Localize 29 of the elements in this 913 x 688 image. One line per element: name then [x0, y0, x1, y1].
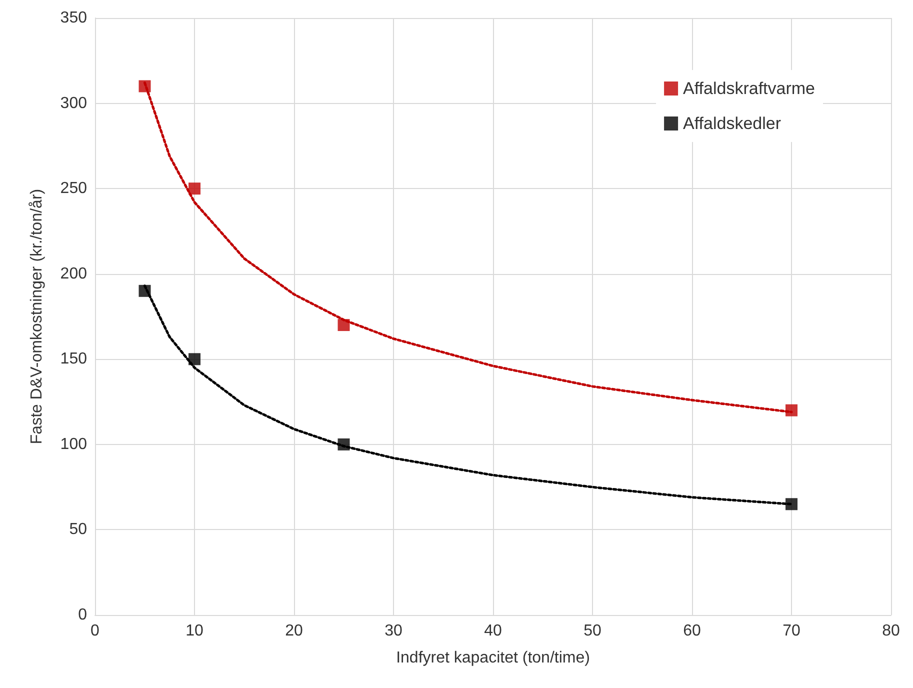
legend-label: Affaldskraftvarme	[683, 79, 816, 98]
x-tick-label: 40	[484, 622, 502, 640]
x-tick-label: 60	[683, 622, 701, 640]
x-tick-label: 0	[90, 622, 100, 640]
point	[786, 404, 798, 416]
y-tick-label: 150	[60, 350, 88, 368]
legend-label: Affaldskedler	[683, 114, 782, 133]
point	[188, 353, 200, 366]
point	[138, 80, 151, 92]
point	[338, 438, 350, 450]
x-axis-title: Indfyret kapacitet (ton/time)	[396, 650, 590, 666]
x-tick-label: 70	[782, 622, 800, 640]
point	[188, 182, 200, 195]
x-tick-label: 20	[285, 622, 303, 640]
y-tick-label: 200	[60, 265, 88, 282]
point	[338, 319, 350, 332]
x-tick-label: 30	[384, 622, 402, 640]
y-tick-label: 50	[69, 521, 88, 538]
x-tick-label: 80	[882, 622, 900, 640]
y-tick-label: 250	[60, 180, 88, 198]
point	[138, 284, 151, 297]
x-tick-label: 10	[186, 622, 204, 640]
y-tick-label: 300	[60, 94, 88, 112]
y-axis-title: Faste D&V-omkostninger (kr./ton/år)	[28, 188, 46, 444]
y-tick-label: 100	[60, 436, 88, 453]
x-tick-label: 50	[584, 622, 602, 640]
y-tick-label: 0	[78, 606, 88, 624]
point	[786, 498, 798, 510]
y-tick-label: 350	[60, 10, 88, 26]
